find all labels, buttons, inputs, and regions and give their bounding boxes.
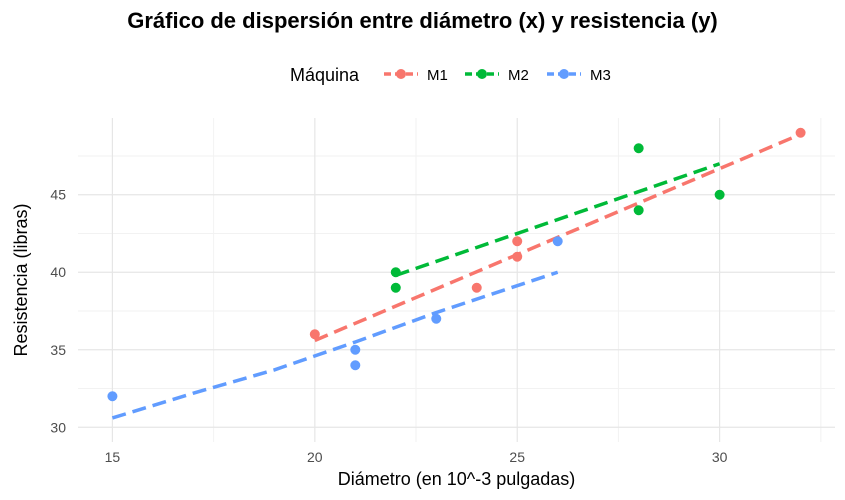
x-tick-label: 25 [509, 449, 525, 465]
trend-line-m2 [395, 162, 721, 278]
data-point-m3 [107, 391, 118, 402]
data-point-m2 [633, 205, 644, 216]
data-point-m2 [714, 189, 725, 200]
y-tick-label: 35 [50, 342, 66, 358]
data-point-m1 [512, 251, 523, 262]
legend-key-marker [559, 69, 569, 79]
data-point-m3 [431, 313, 442, 324]
x-tick-label: 15 [105, 449, 121, 465]
y-tick-label: 30 [50, 419, 66, 435]
y-axis-label: Resistencia (libras) [11, 203, 31, 356]
legend-label: M3 [590, 67, 611, 84]
data-point-m3 [552, 236, 563, 247]
data-point-m2 [633, 143, 644, 154]
data-point-m2 [390, 267, 401, 278]
legend-title: Máquina [290, 65, 360, 85]
y-tick-label: 45 [50, 187, 66, 203]
chart-title: Gráfico de dispersión entre diámetro (x)… [127, 8, 718, 33]
legend-label: M1 [427, 67, 448, 84]
x-axis-label: Diámetro (en 10^-3 pulgadas) [338, 469, 576, 489]
x-tick-label: 30 [712, 449, 728, 465]
legend-label: M2 [508, 67, 529, 84]
trend-line-m3 [111, 270, 559, 420]
legend-key-marker [477, 69, 487, 79]
x-tick-label: 20 [307, 449, 323, 465]
data-point-m1 [471, 282, 482, 293]
data-point-m2 [390, 282, 401, 293]
data-point-m1 [512, 236, 523, 247]
legend-key-marker [396, 69, 406, 79]
data-point-m3 [350, 344, 361, 355]
y-tick-label: 40 [50, 264, 66, 280]
data-point-m1 [309, 329, 320, 340]
data-point-m3 [350, 360, 361, 371]
data-point-m1 [795, 127, 806, 138]
